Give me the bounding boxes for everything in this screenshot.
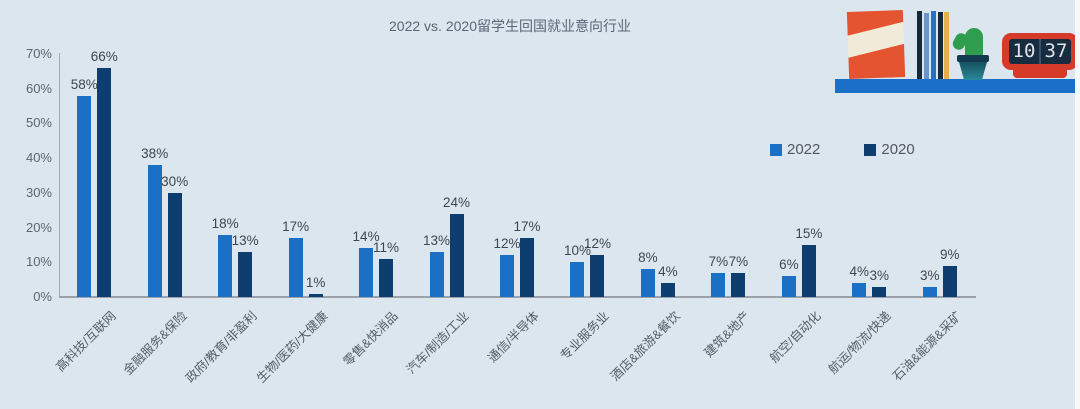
bar-value-label: 58%: [70, 76, 98, 92]
bar-value-label: 17%: [282, 218, 310, 234]
chart-title: 2022 vs. 2020留学生回国就业意向行业: [389, 18, 631, 34]
bar-2022: [852, 283, 867, 297]
bar-value-label: 7%: [728, 253, 749, 269]
right-edge-strip: [1075, 0, 1080, 409]
thin-book-icon: [924, 13, 929, 79]
bar-value-label: 3%: [869, 267, 890, 283]
bar-2020: [520, 237, 534, 297]
y-tick-label: 20%: [25, 219, 52, 235]
bar-2020: [872, 286, 887, 297]
striped-book-icon: [846, 10, 906, 79]
bar-value-label: 9%: [940, 246, 960, 262]
bar-value-label: 8%: [638, 250, 658, 266]
y-tick-label: 10%: [25, 254, 52, 270]
y-axis-line: [59, 53, 60, 297]
bar-value-label: 30%: [161, 173, 189, 189]
y-tick-label: 60%: [25, 80, 52, 96]
bar-2020: [167, 192, 182, 297]
y-tick-label: 0%: [33, 289, 52, 304]
thin-book-icon: [938, 12, 943, 79]
bar-2022: [711, 272, 726, 297]
bar-value-label: 38%: [141, 146, 169, 162]
legend-label-2020: 2020: [881, 141, 915, 158]
shelf-board: [835, 79, 1080, 93]
bar-value-label: 6%: [779, 257, 799, 273]
bar-2022: [147, 165, 162, 297]
bar-2020: [660, 283, 675, 297]
plant-pot-icon: [957, 55, 989, 62]
bar-value-label: 66%: [90, 48, 118, 64]
legend-label-2022: 2022: [787, 141, 821, 158]
bar-value-label: 13%: [423, 232, 451, 248]
bar-2022: [570, 262, 585, 297]
bar-value-label: 7%: [708, 253, 729, 269]
bar-value-label: 15%: [795, 225, 823, 241]
bar-2020: [942, 265, 957, 297]
legend-swatch-2020: [864, 143, 877, 156]
y-tick-label: 70%: [25, 46, 52, 61]
bar-value-label: 11%: [373, 239, 400, 255]
bar-value-label: 4%: [658, 264, 678, 280]
legend-item-2022: 2022: [770, 141, 820, 158]
bar-value-label: 1%: [305, 274, 326, 290]
thin-book-icon: [917, 11, 922, 79]
bar-value-label: 13%: [231, 232, 259, 248]
bar-2022: [500, 255, 514, 297]
legend: 2022 2020: [770, 141, 915, 158]
flip-clock-base: [1013, 70, 1067, 78]
bar-2020: [449, 213, 464, 297]
bar-2022: [77, 95, 92, 297]
bar-2020: [238, 251, 253, 297]
bar-value-label: 17%: [513, 218, 541, 234]
plant-pot-icon: [959, 62, 987, 80]
bar-2020: [379, 258, 394, 297]
clock-divider: [1039, 39, 1041, 64]
thin-book-icon: [931, 11, 936, 79]
bar-2020: [97, 67, 112, 297]
clock-minutes: 37: [1044, 40, 1068, 62]
y-tick-label: 50%: [25, 115, 52, 131]
bar-value-label: 3%: [920, 267, 940, 283]
y-tick-label: 30%: [25, 184, 52, 200]
clock-hours: 10: [1012, 40, 1036, 62]
bar-2022: [640, 269, 655, 297]
legend-item-2020: 2020: [864, 141, 915, 158]
flip-clock-face: 10 37: [1009, 39, 1071, 64]
cactus-icon: [965, 28, 983, 57]
bar-value-label: 12%: [583, 236, 611, 252]
bar-2022: [288, 237, 303, 297]
bar-value-label: 18%: [211, 215, 239, 231]
bar-2020: [590, 255, 605, 297]
thin-book-icon: [944, 12, 949, 79]
bar-2022: [922, 286, 937, 297]
bar-2022: [781, 276, 796, 297]
legend-swatch-2022: [770, 143, 782, 156]
y-tick-label: 40%: [25, 150, 52, 166]
bar-value-label: 14%: [352, 229, 380, 245]
x-axis-line: [59, 296, 976, 298]
bar-2020: [731, 272, 746, 297]
bar-2020: [801, 244, 816, 297]
bar-value-label: 4%: [849, 264, 870, 280]
bar-2020: [308, 293, 323, 297]
bar-2022: [359, 248, 374, 297]
bar-2022: [218, 234, 233, 297]
bar-value-label: 24%: [443, 194, 471, 210]
bar-value-label: 10%: [563, 243, 591, 259]
bar-value-label: 12%: [493, 236, 521, 252]
bar-2022: [429, 251, 444, 297]
